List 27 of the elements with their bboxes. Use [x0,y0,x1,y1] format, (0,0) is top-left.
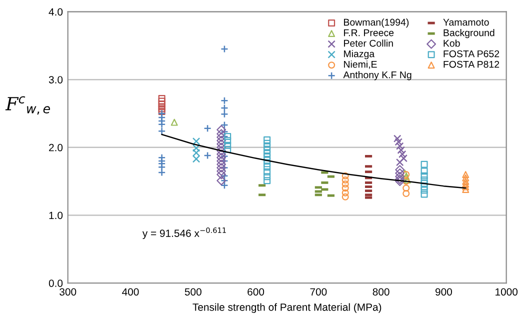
x-tick-label: 600 [248,288,264,296]
y-tick-label: 2.0 [49,144,63,152]
legend-label: Yamamoto [443,18,489,26]
y-tick-label: 0.0 [48,280,63,287]
y-tick-label: 3.0 [48,76,63,84]
x-tick-label: 900 [436,288,452,296]
legend-label: F.R. Preece [344,29,394,36]
legend-label: Anthony K.F Ng [343,71,412,80]
y-tick-label: 4.0 [48,8,63,16]
legend-label: FOSTA P812 [444,60,500,68]
x-axis-title: Tensile strength of Parent Material (MPa) [192,303,382,313]
legend-label: FOSTA P652 [444,50,500,58]
y-axis-title: F$^{c}$$_{w,e}$ [5,96,50,115]
annotation: y = 91.546 x$^{−0.611}$ [142,227,226,240]
legend-label: Peter Collin [344,40,393,47]
x-tick-label: 700 [310,288,327,296]
legend-label: Kob [444,40,460,47]
legend-label: Niemi,E [344,60,377,69]
legend-label: Bowman(1994) [344,18,409,28]
y-tick-label: 1.0 [49,212,63,220]
x-tick-label: 500 [184,288,202,296]
legend-label: Background [444,29,494,38]
legend-label: Miazga [344,50,375,60]
x-tick-label: 300 [60,288,76,296]
x-tick-label: 400 [122,288,139,296]
x-tick-label: 1000 [496,288,518,296]
x-tick-label: 800 [372,288,390,296]
